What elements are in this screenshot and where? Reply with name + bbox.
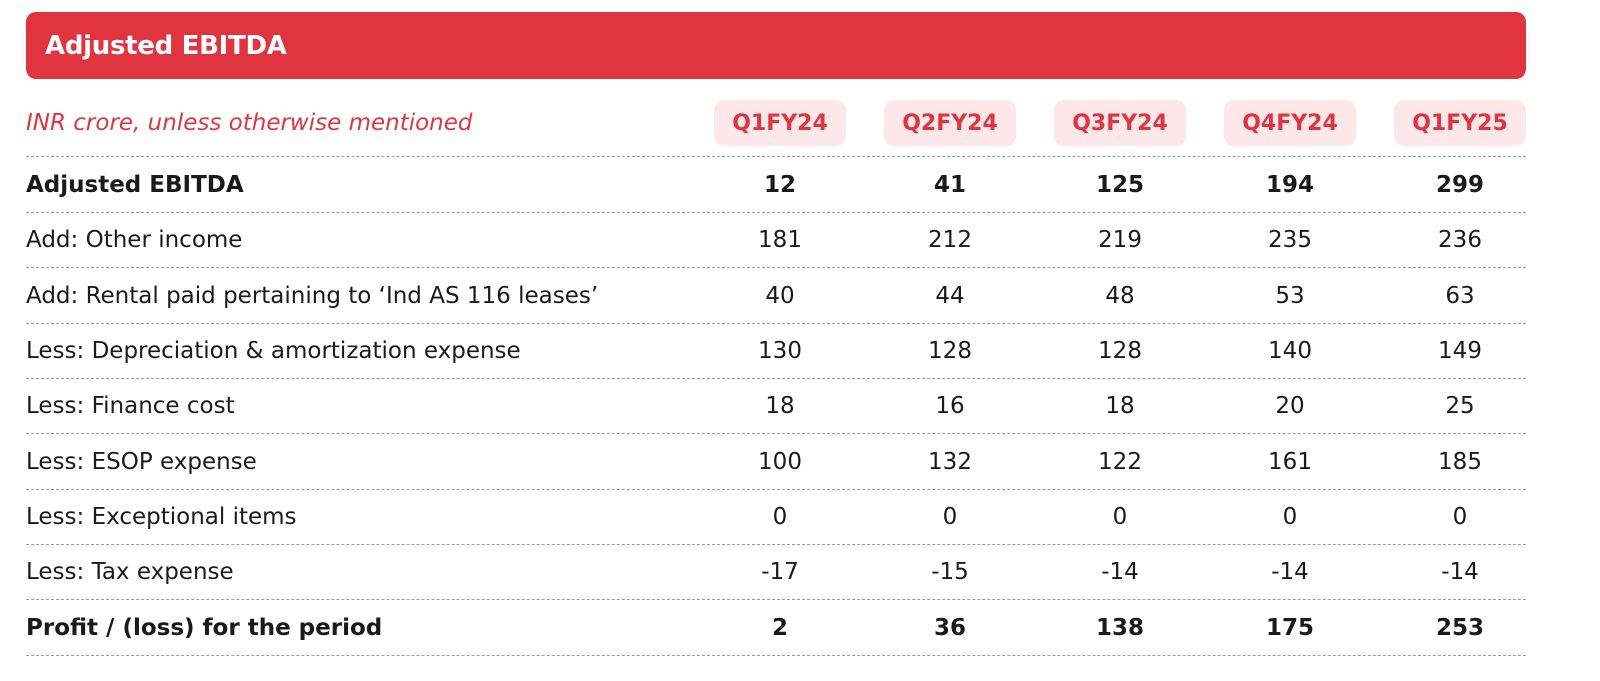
table-row-depreciation: Less: Depreciation & amortization expens… <box>26 323 1526 379</box>
table-cell: 18 <box>1105 393 1135 419</box>
row-label: Less: Depreciation & amortization expens… <box>26 338 521 364</box>
table-cell: 0 <box>772 504 788 530</box>
table-row-other-income: Add: Other income 181 212 219 235 236 <box>26 212 1526 268</box>
row-label: Less: Exceptional items <box>26 504 297 530</box>
table-row-adjusted-ebitda: Adjusted EBITDA 12 41 125 194 299 <box>26 157 1526 213</box>
table-cell: 41 <box>933 172 966 198</box>
table-cell: 2 <box>771 615 788 641</box>
table-cell: 122 <box>1098 449 1142 475</box>
column-header-q4fy24: Q4FY24 <box>1224 100 1356 146</box>
table-row-esop-expense: Less: ESOP expense 100 132 122 161 185 <box>26 434 1526 490</box>
table-row-exceptional-items: Less: Exceptional items 0 0 0 0 0 <box>26 489 1526 545</box>
table-cell: 25 <box>1445 393 1475 419</box>
units-note: INR crore, unless otherwise mentioned <box>26 110 473 136</box>
table-cell: 128 <box>1098 338 1142 364</box>
table-cell: 175 <box>1265 615 1314 641</box>
table-cell: 44 <box>935 283 965 309</box>
table-cell: 194 <box>1265 172 1314 198</box>
table-cell: 16 <box>935 393 965 419</box>
table-cell: 48 <box>1105 283 1135 309</box>
table-header: INR crore, unless otherwise mentioned Q1… <box>26 100 1526 157</box>
table-cell: 138 <box>1095 615 1144 641</box>
table-cell: 0 <box>1452 504 1468 530</box>
table-row-profit-loss: Profit / (loss) for the period 2 36 138 … <box>26 600 1526 656</box>
table-cell: 181 <box>758 227 802 253</box>
row-label: Less: ESOP expense <box>26 449 257 475</box>
row-label: Less: Tax expense <box>26 559 234 585</box>
row-label: Add: Other income <box>26 227 243 253</box>
table-cell: 185 <box>1438 449 1482 475</box>
table-cell: 130 <box>758 338 802 364</box>
table-cell: -17 <box>761 559 799 585</box>
row-label: Add: Rental paid pertaining to ‘Ind AS 1… <box>26 283 599 309</box>
table-cell: -14 <box>1101 559 1139 585</box>
table-cell: 18 <box>765 393 795 419</box>
table-cell: 63 <box>1445 283 1475 309</box>
table-cell: 140 <box>1268 338 1312 364</box>
table-cell: -15 <box>931 559 969 585</box>
table-cell: 40 <box>765 283 795 309</box>
table-cell: 253 <box>1435 615 1484 641</box>
table-cell: -14 <box>1441 559 1479 585</box>
table-cell: 149 <box>1438 338 1482 364</box>
column-header-q1fy25: Q1FY25 <box>1394 100 1526 146</box>
column-header-q1fy24: Q1FY24 <box>714 100 846 146</box>
table-cell: 299 <box>1435 172 1484 198</box>
table-row-finance-cost: Less: Finance cost 18 16 18 20 25 <box>26 378 1526 434</box>
page-title: Adjusted EBITDA <box>45 30 287 61</box>
table-cell: 0 <box>942 504 958 530</box>
row-label: Less: Finance cost <box>26 393 235 419</box>
table-cell: 20 <box>1275 393 1305 419</box>
title-banner: Adjusted EBITDA <box>26 12 1526 79</box>
table-cell: 235 <box>1268 227 1312 253</box>
table-cell: 53 <box>1275 283 1305 309</box>
table-cell: 212 <box>928 227 972 253</box>
table-cell: 161 <box>1268 449 1312 475</box>
table-cell: 0 <box>1282 504 1298 530</box>
table-cell: 100 <box>758 449 802 475</box>
table-cell: 36 <box>933 615 966 641</box>
table-row-rental-paid: Add: Rental paid pertaining to ‘Ind AS 1… <box>26 268 1526 324</box>
table-cell: 0 <box>1112 504 1128 530</box>
row-label: Adjusted EBITDA <box>26 172 244 198</box>
table-cell: 12 <box>763 172 796 198</box>
row-label: Profit / (loss) for the period <box>26 615 383 641</box>
table-cell: 128 <box>928 338 972 364</box>
table-cell: 125 <box>1095 172 1144 198</box>
column-header-q3fy24: Q3FY24 <box>1054 100 1186 146</box>
table-cell: 219 <box>1098 227 1142 253</box>
table-cell: -14 <box>1271 559 1309 585</box>
table-cell: 236 <box>1438 227 1482 253</box>
table-row-tax-expense: Less: Tax expense -17 -15 -14 -14 -14 <box>26 544 1526 600</box>
table-cell: 132 <box>928 449 972 475</box>
column-header-q2fy24: Q2FY24 <box>884 100 1016 146</box>
